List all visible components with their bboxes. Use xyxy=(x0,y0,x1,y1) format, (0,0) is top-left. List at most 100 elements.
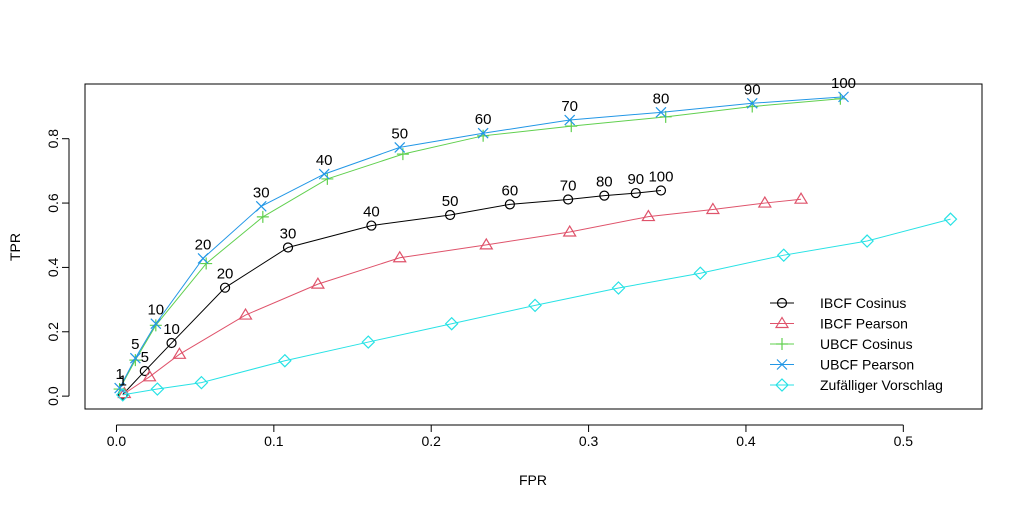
data-point xyxy=(599,190,610,201)
y-tick-label: 0.6 xyxy=(45,193,61,213)
point-label: 10 xyxy=(147,302,164,319)
point-label: 70 xyxy=(560,178,577,195)
data-point xyxy=(655,106,667,118)
x-tick-label: 0.0 xyxy=(107,433,127,449)
point-label: 50 xyxy=(442,193,459,210)
data-point xyxy=(611,281,626,295)
point-label: 100 xyxy=(648,169,673,186)
data-point xyxy=(219,282,231,293)
legend-item: Zufälliger Vorschlag xyxy=(770,377,943,393)
data-point xyxy=(197,252,209,264)
data-point xyxy=(444,209,456,221)
point-label: 80 xyxy=(653,90,670,107)
data-point xyxy=(150,382,165,396)
data-point xyxy=(860,234,874,248)
legend-item: IBCF Pearson xyxy=(770,316,908,332)
legend: IBCF Cosinus IBCF Pearson UBCF Cosinus UBCF… xyxy=(770,295,943,393)
data-point xyxy=(834,92,847,105)
data-point xyxy=(562,224,577,237)
point-label: 60 xyxy=(475,111,492,128)
data-point xyxy=(630,187,641,199)
legend-label: IBCF Pearson xyxy=(820,316,908,332)
y-tick-label: 0.0 xyxy=(45,386,61,406)
point-label: 100 xyxy=(831,75,856,92)
series-line xyxy=(122,190,662,395)
data-point xyxy=(641,209,656,222)
y-tick-label: 0.8 xyxy=(45,129,61,149)
point-label: 5 xyxy=(131,336,139,353)
data-point xyxy=(693,266,708,281)
point-label: 90 xyxy=(627,171,644,188)
point-label: 30 xyxy=(280,225,297,242)
y-tick-label: 0.2 xyxy=(45,322,61,342)
data-point xyxy=(477,127,489,139)
y-axis-label: TPR xyxy=(7,233,23,261)
data-point xyxy=(746,100,759,113)
point-label: 20 xyxy=(217,266,234,283)
point-label: 1 xyxy=(119,373,127,390)
data-point xyxy=(150,318,162,330)
data-point xyxy=(114,382,126,394)
point-label: 90 xyxy=(744,81,761,98)
point-label: 40 xyxy=(363,204,380,221)
legend-label: IBCF Cosinus xyxy=(820,295,906,311)
series-ubcf-pearson xyxy=(114,91,849,394)
x-tick-label: 0.1 xyxy=(264,433,284,449)
series-zuf-lliger-vorschlag xyxy=(115,212,958,402)
series-ibcf-cosinus xyxy=(117,185,667,400)
data-point xyxy=(776,248,791,263)
legend-marker xyxy=(776,297,788,309)
data-point xyxy=(310,276,325,289)
data-point xyxy=(278,353,292,368)
plot-frame xyxy=(84,83,983,410)
data-point xyxy=(504,199,515,210)
data-point xyxy=(238,307,253,320)
data-point xyxy=(282,242,294,253)
data-point xyxy=(757,195,772,208)
data-point xyxy=(149,319,162,332)
legend-marker xyxy=(776,359,788,370)
legend-marker xyxy=(776,338,788,350)
point-label: 10 xyxy=(163,321,180,338)
x-tick-label: 0.5 xyxy=(894,433,914,449)
data-point xyxy=(479,237,494,250)
data-point xyxy=(477,129,490,142)
data-point xyxy=(129,354,142,367)
series-line xyxy=(124,198,802,394)
data-point xyxy=(564,114,576,126)
data-point xyxy=(705,202,720,215)
point-label: 80 xyxy=(596,174,613,191)
series-ubcf-cosinus xyxy=(113,92,847,396)
legend-label: UBCF Cosinus xyxy=(820,336,913,352)
x-axis: 0.0 0.1 0.2 0.3 0.4 0.5 xyxy=(107,424,914,449)
point-label: 70 xyxy=(561,98,578,115)
data-point xyxy=(129,352,141,364)
x-tick-label: 0.2 xyxy=(421,433,441,449)
data-point xyxy=(392,250,407,263)
legend-marker xyxy=(775,378,789,392)
series-layer xyxy=(113,91,958,402)
data-point xyxy=(563,194,574,205)
data-point xyxy=(746,97,758,109)
y-tick-label: 0.4 xyxy=(45,257,61,277)
data-point xyxy=(318,168,330,180)
point-label: 60 xyxy=(502,182,519,199)
data-point xyxy=(256,210,269,223)
data-point xyxy=(793,192,809,204)
x-axis-label: FPR xyxy=(519,472,547,488)
legend-label: Zufälliger Vorschlag xyxy=(820,377,943,393)
series-ibcf-pearson xyxy=(117,192,809,399)
data-point xyxy=(528,298,542,313)
legend-marker xyxy=(774,316,790,329)
y-axis: 0.0 0.2 0.4 0.6 0.8 xyxy=(45,129,70,406)
data-point xyxy=(366,220,377,231)
point-label: 30 xyxy=(253,184,270,201)
point-label: 40 xyxy=(316,152,333,169)
x-tick-label: 0.3 xyxy=(579,433,599,449)
legend-item: UBCF Pearson xyxy=(770,357,914,373)
legend-item: IBCF Cosinus xyxy=(770,295,906,311)
data-point xyxy=(655,185,667,196)
data-point xyxy=(117,386,132,399)
series-line xyxy=(119,98,841,390)
